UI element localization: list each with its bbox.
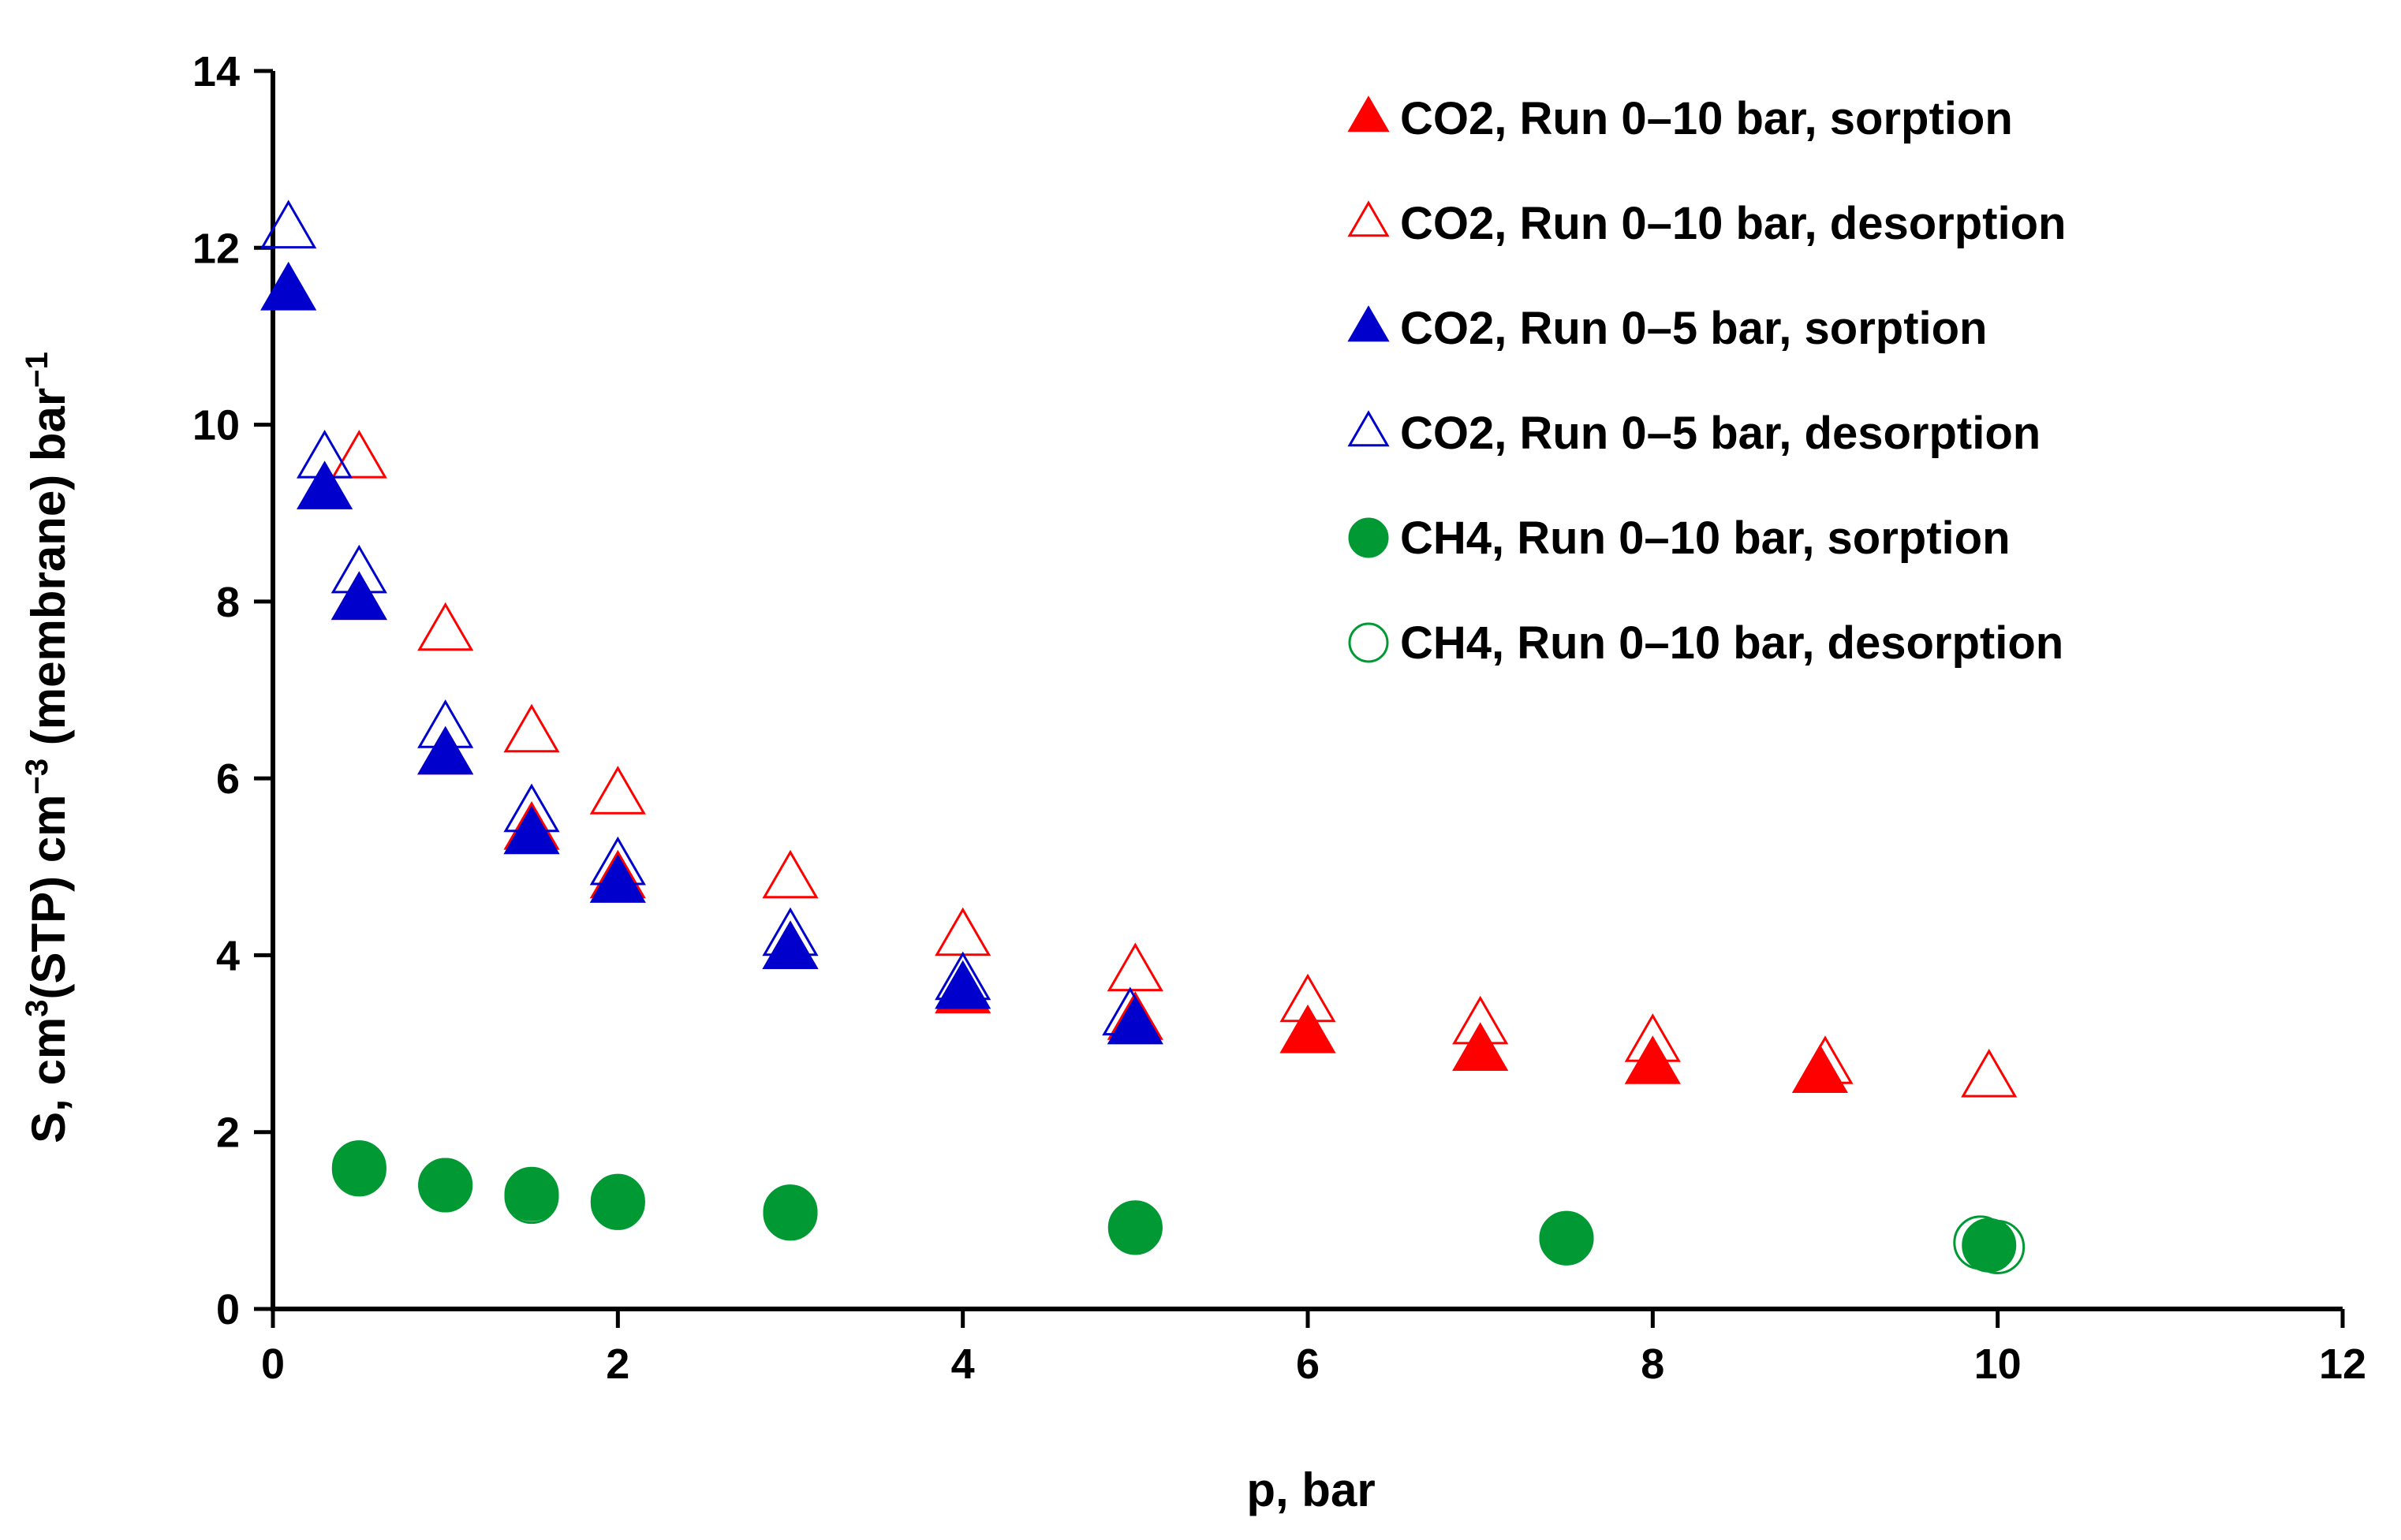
x-tick-label: 4 [951, 1341, 975, 1388]
data-point [589, 854, 646, 903]
data-point [1452, 995, 1509, 1045]
data-point [1107, 942, 1163, 992]
data-point [762, 920, 819, 969]
series-2 [260, 261, 1163, 1045]
data-point [260, 261, 317, 311]
data-point [503, 703, 560, 753]
y-tick-label: 4 [216, 932, 240, 979]
legend-marker [1347, 305, 1390, 342]
data-point [331, 1142, 386, 1197]
x-tick-label: 2 [606, 1341, 629, 1388]
legend-marker [1347, 200, 1390, 237]
x-axis-title: p, bar [1246, 1464, 1375, 1516]
data-point [1953, 1215, 2008, 1270]
series-5 [331, 1142, 2026, 1274]
legend-entry: CH4, Run 0–10 bar, desorption [1348, 617, 2063, 669]
data-point [762, 907, 819, 956]
y-tick-label: 10 [192, 402, 240, 449]
y-tick-label: 12 [192, 225, 240, 272]
data-point [418, 1158, 473, 1213]
data-point [1107, 995, 1163, 1045]
data-point [935, 960, 991, 1009]
data-point [1797, 1035, 1854, 1084]
data-point [1791, 1044, 1848, 1093]
data-point [330, 571, 387, 621]
data-point [589, 836, 646, 886]
legend-entry: CO2, Run 0–5 bar, desorption [1347, 408, 2041, 459]
data-point [1624, 1013, 1681, 1062]
legend-entry: CH4, Run 0–10 bar, sorption [1348, 513, 2011, 564]
y-axis-title-sup3: −1 [20, 352, 54, 388]
data-points [260, 199, 2026, 1274]
y-axis-title-part2: (STP) cm [22, 794, 75, 999]
data-point [590, 1175, 645, 1230]
legend-entry: CO2, Run 0–10 bar, desorption [1347, 198, 2066, 249]
data-point [1279, 1004, 1336, 1053]
legend-marker [1347, 95, 1390, 132]
data-point [504, 1169, 559, 1225]
data-point [260, 199, 317, 249]
y-axis-title-part1: S, cm [22, 1017, 75, 1143]
y-tick-label: 8 [216, 579, 240, 626]
data-point [1970, 1220, 2026, 1274]
data-point [1452, 1022, 1509, 1071]
legend-marker [1348, 517, 1389, 558]
legend-label: CO2, Run 0–5 bar, desorption [1400, 408, 2041, 459]
data-point [763, 1186, 818, 1241]
legend-label: CH4, Run 0–10 bar, sorption [1400, 513, 2011, 564]
legend-label: CO2, Run 0–10 bar, sorption [1400, 93, 2013, 144]
y-axis-title-sup1: 3 [20, 1000, 54, 1017]
data-point [417, 699, 474, 748]
data-point [1539, 1210, 1594, 1266]
axes [271, 71, 2343, 1311]
series-3 [260, 199, 1159, 1036]
y-tick-label: 6 [216, 755, 240, 803]
data-point [417, 602, 474, 651]
data-point [1961, 1049, 2018, 1098]
x-tick-label: 6 [1296, 1341, 1320, 1388]
data-point [297, 461, 353, 509]
legend-entry: CO2, Run 0–5 bar, sorption [1347, 303, 1987, 354]
legend-label: CH4, Run 0–10 bar, desorption [1400, 617, 2063, 669]
data-point [417, 725, 474, 775]
data-point [330, 430, 387, 479]
y-tick-label: 0 [216, 1286, 240, 1333]
ticks: 0 2 4 6 8 10 12 0 2 4 6 8 10 12 14 [192, 48, 2366, 1388]
y-tick-label: 2 [216, 1109, 240, 1157]
data-point [297, 430, 353, 479]
data-point [504, 1166, 559, 1221]
data-point [935, 907, 991, 956]
data-point [589, 766, 646, 815]
x-tick-label: 8 [1641, 1341, 1664, 1388]
data-point [762, 849, 819, 899]
data-point [330, 544, 387, 594]
x-tick-label: 0 [261, 1341, 285, 1388]
y-axis-title: S, cm3(STP) cm−3 (membrane) bar−1 [20, 352, 75, 1143]
legend-marker [1347, 410, 1390, 447]
x-tick-label: 10 [1974, 1341, 2022, 1388]
data-point [1279, 973, 1336, 1023]
data-point [935, 951, 991, 1001]
legend-label: CO2, Run 0–5 bar, sorption [1400, 303, 1987, 354]
data-point [1102, 986, 1159, 1036]
data-point [503, 783, 560, 833]
data-point [1107, 1200, 1163, 1255]
legend: CO2, Run 0–10 bar, sorption CO2, Run 0–10… [1347, 93, 2066, 669]
legend-entry: CO2, Run 0–10 bar, sorption [1347, 93, 2013, 144]
legend-label: CO2, Run 0–10 bar, desorption [1400, 198, 2066, 249]
y-axis-title-part3: (membrane) bar [22, 388, 75, 759]
legend-marker [1348, 622, 1389, 663]
series-4 [331, 1140, 2017, 1273]
x-tick-label: 12 [2319, 1341, 2366, 1388]
series-1 [330, 430, 2018, 1098]
y-tick-label: 14 [192, 48, 240, 95]
y-axis-title-sup2: −3 [20, 759, 54, 795]
